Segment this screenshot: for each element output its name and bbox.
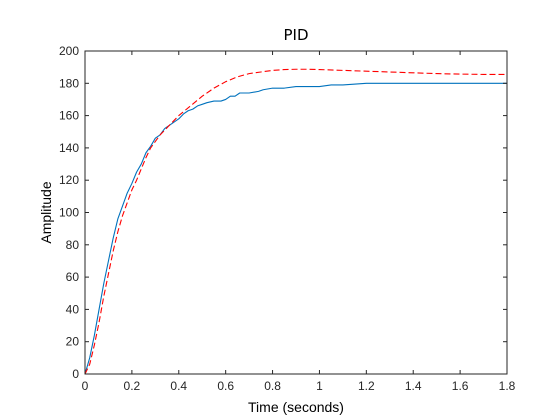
x-tick-label: 1.2 bbox=[358, 379, 375, 393]
y-axis-label: Amplitude bbox=[38, 181, 54, 243]
x-tick-label: 1.8 bbox=[499, 379, 516, 393]
y-tick-label: 140 bbox=[59, 141, 79, 155]
y-tick-label: 40 bbox=[66, 302, 80, 316]
series-line-2 bbox=[84, 68, 507, 375]
ticks-layer: 0 0.2 0.4 0.6 0.8 1 1.2 1.4 1.6 1.8 0 20 40 60 80 100 12… bbox=[59, 44, 516, 393]
x-tick-label: 1.6 bbox=[452, 379, 469, 393]
series-layer bbox=[84, 68, 507, 375]
x-tick-label: 1 bbox=[316, 379, 323, 393]
y-tick-label: 200 bbox=[59, 44, 79, 58]
chart-title: PID bbox=[283, 26, 308, 44]
x-tick-label: 0.2 bbox=[124, 379, 141, 393]
y-tick-label: 120 bbox=[59, 173, 79, 187]
x-tick-label: 0 bbox=[82, 379, 89, 393]
x-axis-label: Time (seconds) bbox=[248, 399, 344, 415]
y-tick-label: 100 bbox=[59, 206, 79, 220]
y-tick-label: 0 bbox=[72, 367, 79, 381]
series-line-1 bbox=[84, 82, 507, 375]
y-tick-label: 60 bbox=[66, 270, 80, 284]
x-tick-label: 0.6 bbox=[217, 379, 234, 393]
x-tick-label: 0.8 bbox=[264, 379, 281, 393]
y-tick-label: 20 bbox=[66, 335, 80, 349]
y-tick-label: 180 bbox=[59, 76, 79, 90]
plot-area bbox=[85, 51, 507, 374]
x-tick-label: 0.4 bbox=[170, 379, 187, 393]
x-tick-label: 1.4 bbox=[405, 379, 422, 393]
y-tick-label: 160 bbox=[59, 109, 79, 123]
y-tick-label: 80 bbox=[66, 238, 80, 252]
